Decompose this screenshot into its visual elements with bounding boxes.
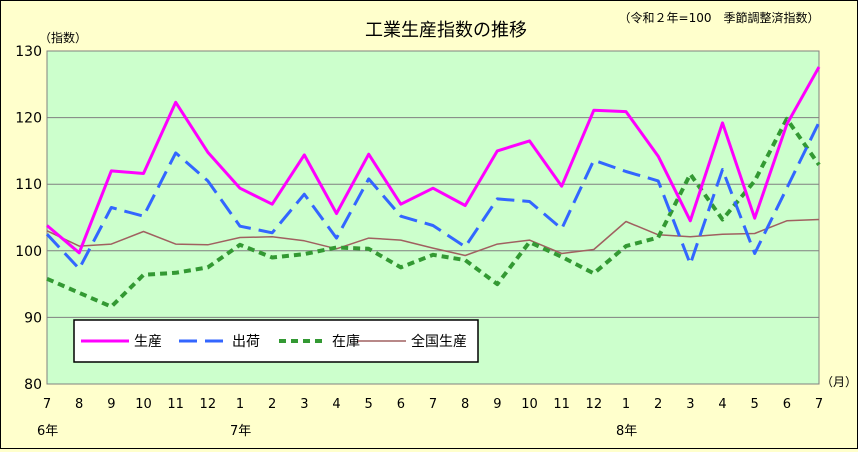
x-tick-label: 6: [783, 397, 791, 412]
x-tick-label: 3: [686, 397, 694, 412]
x-tick-label: 7: [429, 397, 437, 412]
x-tick-label: 7: [815, 397, 823, 412]
y-tick-label: 90: [24, 310, 42, 326]
series-line-1: [45, 121, 821, 271]
x-tick-label: 4: [332, 397, 340, 412]
x-tick-label: 2: [654, 397, 662, 412]
y-tick-label: 120: [15, 111, 42, 127]
x-tick-label: 11: [167, 397, 184, 412]
legend-label-0: 生産: [134, 334, 162, 350]
x-tick-label: 6: [397, 397, 405, 412]
x-tick-label: 3: [300, 397, 308, 412]
x-tick-label: 2: [268, 397, 276, 412]
x-tick-label: 9: [493, 397, 501, 412]
x-tick-label: 1: [622, 397, 630, 412]
x-tick-label: 12: [586, 397, 603, 412]
x-tick-label: 5: [751, 397, 759, 412]
series-line-0: [46, 66, 821, 255]
x-tick-label: 1: [236, 397, 244, 412]
y-axis-label: （指数）: [39, 30, 87, 45]
x-tick-label: 10: [521, 397, 538, 412]
legend-label-1: 出荷: [232, 334, 260, 350]
x-tick-label: 5: [365, 397, 373, 412]
x-tick-label: 10: [135, 397, 152, 412]
x-tick-label: 9: [107, 397, 115, 412]
y-tick-label: 100: [15, 244, 42, 260]
year-label: 7年: [230, 424, 251, 439]
y-tick-label: 130: [15, 44, 42, 60]
series-line-3: [46, 218, 820, 257]
x-tick-label: 4: [718, 397, 726, 412]
year-label: 8年: [616, 424, 637, 439]
x-tick-label: 7: [43, 397, 51, 412]
series-line-2: [46, 116, 821, 309]
legend-label-3: 全国生産: [411, 333, 467, 350]
legend-box: [73, 319, 479, 363]
x-tick-label: 11: [553, 397, 570, 412]
x-tick-label: 8: [461, 397, 469, 412]
y-tick-label: 110: [15, 177, 42, 193]
chart-subtitle: （令和２年=100 季節調整済指数）: [619, 10, 820, 25]
year-label: 6年: [37, 424, 58, 439]
legend-label-2: 在庫: [332, 333, 360, 350]
x-tick-label: 12: [200, 397, 217, 412]
x-axis-unit: （月）: [821, 375, 857, 389]
y-tick-label: 80: [24, 377, 42, 393]
chart-title: 工業生産指数の推移: [365, 20, 527, 41]
x-tick-label: 8: [75, 397, 83, 412]
